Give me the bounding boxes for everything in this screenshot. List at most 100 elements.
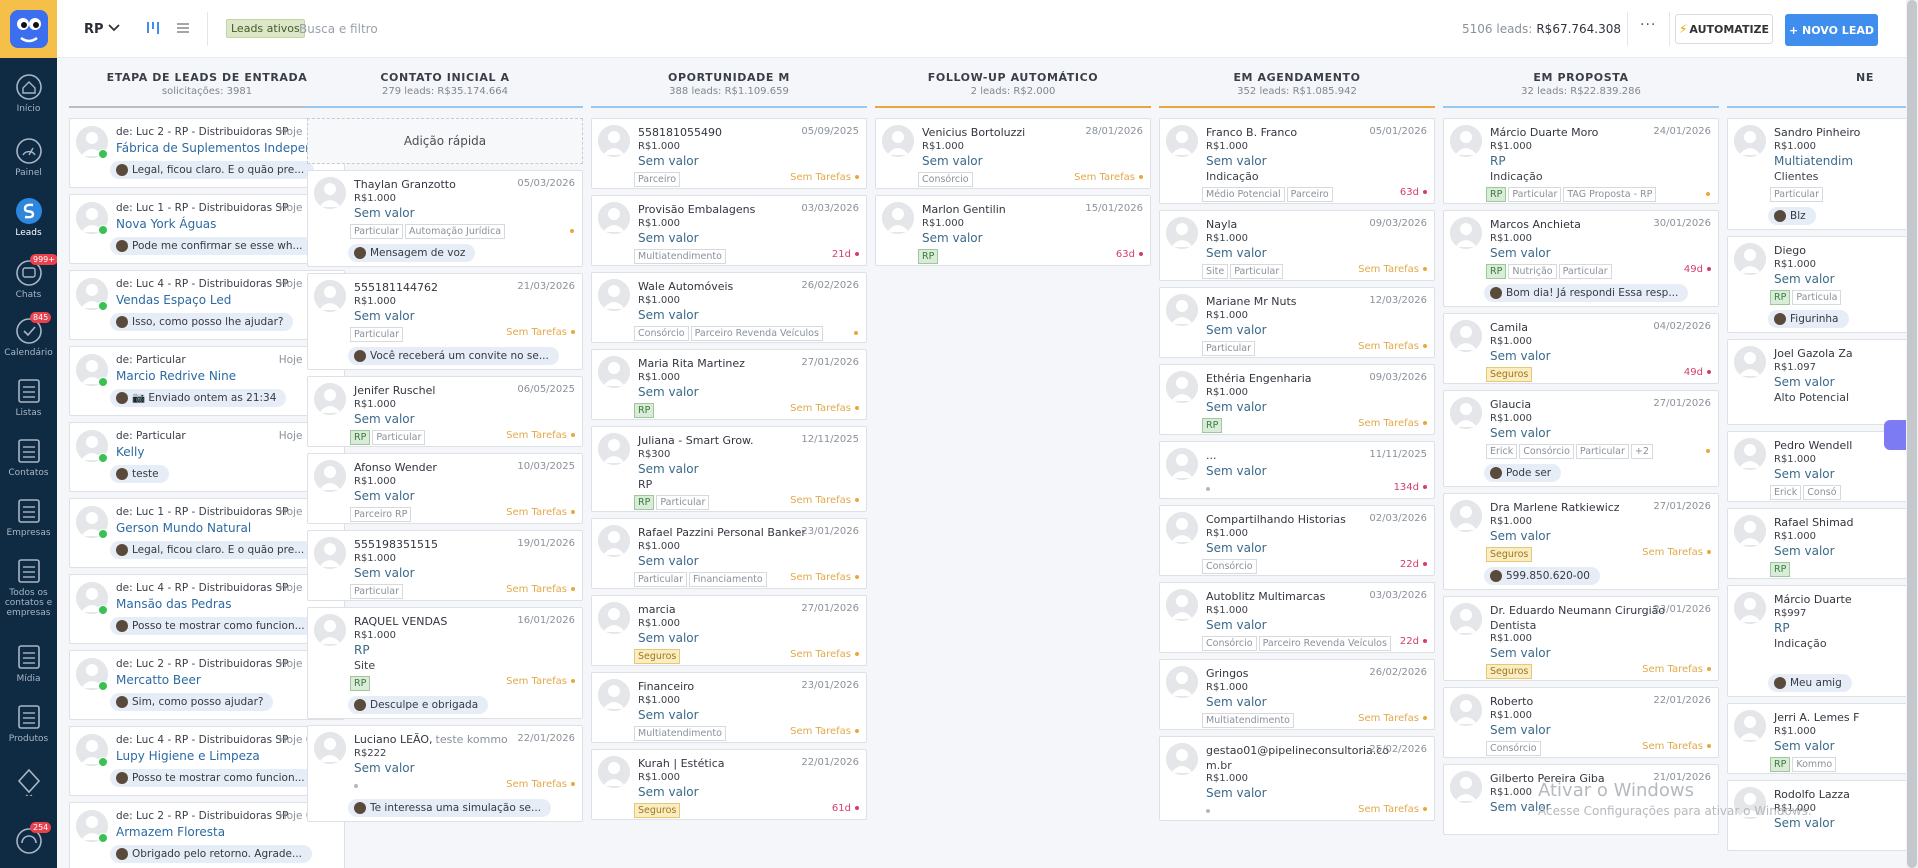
lead-card[interactable]: Luciano LEÃO, teste kommo 22/01/2026 R$222 S… xyxy=(307,725,583,822)
lead-card[interactable]: Márcio Duarte Moro 24/01/2026 R$1.000 RP Ind… xyxy=(1443,118,1719,204)
lead-card[interactable]: Dr. Eduardo Neumann Cirurgião Dentista 23/… xyxy=(1443,596,1719,681)
lead-card[interactable]: Jenifer Ruschel 06/05/2025 R$1.000 Sem valo… xyxy=(307,376,583,447)
lead-tag[interactable]: Site xyxy=(1202,264,1229,279)
request-title[interactable]: Vendas Espaço Led xyxy=(116,293,232,307)
tasks-status[interactable]: Sem Tarefas xyxy=(506,327,575,338)
tasks-status[interactable]: Sem Tarefas xyxy=(790,172,859,183)
lead-name[interactable]: Sandro Pinheiro xyxy=(1774,126,1860,139)
lead-card[interactable]: 555198351515 19/01/2026 R$1.000 Sem valor Pa… xyxy=(307,530,583,601)
lead-card[interactable]: Kurah | Estética 22/01/2026 R$1.000 Sem val… xyxy=(591,749,867,820)
lead-card[interactable]: Dra Marlene Ratkiewicz 27/01/2026 R$1.000 S… xyxy=(1443,493,1719,590)
lead-name[interactable]: Camila xyxy=(1490,321,1528,334)
request-title[interactable]: Lupy Higiene e Limpeza xyxy=(116,749,260,763)
lead-card[interactable]: Joel Gazola Za R$1.097 Sem valor Alto Poten… xyxy=(1727,339,1918,425)
lead-name[interactable]: Dr. Eduardo Neumann Cirurgião xyxy=(1490,604,1665,617)
tasks-status[interactable]: Sem Tarefas xyxy=(790,649,859,660)
sidebar-item-todos[interactable]: Todos os contatos e empresas xyxy=(0,556,57,618)
lead-name[interactable]: 555198351515 xyxy=(354,538,438,551)
lead-tag[interactable]: RP xyxy=(634,403,655,418)
sidebar-item-support[interactable]: 254 xyxy=(0,822,57,856)
lead-card[interactable]: Camila 04/02/2026 R$1.000 Sem valor Seguros 4… xyxy=(1443,313,1719,384)
lead-tag[interactable]: Multiatendimento xyxy=(1202,713,1294,728)
list-view-icon[interactable] xyxy=(175,20,191,36)
lead-tag[interactable]: RP xyxy=(1770,757,1791,772)
lead-name[interactable]: Gringos xyxy=(1206,667,1249,680)
lead-tag[interactable]: Erick xyxy=(1486,444,1518,459)
lead-card[interactable]: marcia 27/01/2026 R$1.000 Sem valor Seguros S… xyxy=(591,595,867,666)
lead-card[interactable]: Autoblitz Multimarcas 03/03/2026 R$1.000 Se… xyxy=(1159,582,1435,653)
lead-tag[interactable]: +2 xyxy=(1630,444,1653,459)
tasks-status[interactable]: Sem Tarefas xyxy=(1074,172,1143,183)
tasks-status[interactable]: Sem Tarefas xyxy=(1358,341,1427,352)
lead-tag[interactable]: Particular xyxy=(1575,444,1629,459)
lead-card[interactable]: Provisão Embalagens 03/03/2026 R$1.000 Sem … xyxy=(591,195,867,266)
sidebar-item-empresas[interactable]: Empresas xyxy=(0,496,57,538)
lead-name[interactable]: Venicius Bortoluzzi xyxy=(922,126,1025,139)
lead-tag[interactable]: RP xyxy=(1202,418,1223,433)
sidebar-item-midia[interactable]: Mídia xyxy=(0,642,57,684)
search-input[interactable] xyxy=(299,18,599,40)
request-title[interactable]: Kelly xyxy=(116,445,145,459)
lead-tag[interactable]: Particular xyxy=(350,224,404,239)
lead-name[interactable]: Wale Automóveis xyxy=(638,280,733,293)
new-lead-button[interactable]: + NOVO LEAD xyxy=(1785,14,1878,46)
lead-card[interactable]: Roberto 22/01/2026 R$1.000 Sem valor Consórc… xyxy=(1443,687,1719,758)
request-title[interactable]: Armazem Floresta xyxy=(116,825,226,839)
sidebar-item-more-apps[interactable] xyxy=(0,766,57,796)
lead-card[interactable]: Pedro Wendell R$1.000 Sem valor Erick Consó xyxy=(1727,431,1918,502)
lead-tag[interactable]: RP xyxy=(350,676,371,691)
lead-card[interactable]: Financeiro 23/01/2026 R$1.000 Sem valor Mult… xyxy=(591,672,867,743)
lead-tag[interactable]: Nutrição xyxy=(1508,264,1557,279)
lead-tag[interactable]: Particular xyxy=(1230,264,1284,279)
lead-name[interactable]: marcia xyxy=(638,603,676,616)
lead-card[interactable]: Diego R$1.000 Sem valor RP Particula Figurinh… xyxy=(1727,236,1918,333)
lead-card[interactable]: Franco B. Franco 05/01/2026 R$1.000 Sem val… xyxy=(1159,118,1435,204)
lead-card[interactable]: RAQUEL VENDAS 16/01/2026 R$1.000 RP Site RP Se… xyxy=(307,607,583,719)
tasks-status[interactable]: Sem Tarefas xyxy=(1358,264,1427,275)
lead-tag[interactable]: Seguros xyxy=(634,649,681,664)
lead-card[interactable]: Compartilhando Historias 02/03/2026 R$1.00… xyxy=(1159,505,1435,576)
request-title[interactable]: Mercatto Beer xyxy=(116,673,201,687)
lead-card[interactable]: 555181144762 21/03/2026 R$1.000 Sem valor Pa… xyxy=(307,273,583,370)
lead-card[interactable]: Maria Rita Martinez 27/01/2026 R$1.000 Sem … xyxy=(591,349,867,420)
lead-tag[interactable]: Kommo xyxy=(1792,757,1837,772)
lead-tag[interactable]: Consórcio xyxy=(1519,444,1574,459)
lead-name[interactable]: Autoblitz Multimarcas xyxy=(1206,590,1325,603)
lead-name[interactable]: Financeiro xyxy=(638,680,694,693)
lead-tag[interactable]: Financiamento xyxy=(689,572,767,587)
tasks-status[interactable]: Sem Tarefas xyxy=(790,403,859,414)
tasks-status[interactable]: Sem Tarefas xyxy=(506,779,575,790)
lead-name[interactable]: Glaucia xyxy=(1490,398,1531,411)
lead-tag[interactable]: RP xyxy=(1770,290,1791,305)
lead-name[interactable]: Joel Gazola Za xyxy=(1774,347,1853,360)
lead-card[interactable]: Nayla 09/03/2026 R$1.000 Sem valor Site Parti… xyxy=(1159,210,1435,281)
tasks-status[interactable]: Sem Tarefas xyxy=(1642,741,1711,752)
lead-tag[interactable]: RP xyxy=(1486,187,1507,202)
sidebar-item-listas[interactable]: Listas xyxy=(0,376,57,418)
lead-tag[interactable]: Seguros xyxy=(1486,664,1533,679)
lead-card[interactable]: Mariane Mr Nuts 12/03/2026 R$1.000 Sem valo… xyxy=(1159,287,1435,358)
lead-tag[interactable]: Automação Jurídica xyxy=(405,224,506,239)
quick-add-button[interactable]: Adição rápida xyxy=(307,118,583,164)
sidebar-item-inicio[interactable]: Início xyxy=(0,72,57,114)
lead-name[interactable]: Márcio Duarte Moro xyxy=(1490,126,1598,139)
lead-card[interactable]: Venicius Bortoluzzi 28/01/2026 R$1.000 Sem … xyxy=(875,118,1151,189)
tasks-status[interactable]: Sem Tarefas xyxy=(1358,804,1427,815)
lead-tag[interactable]: RP xyxy=(918,249,939,264)
request-title[interactable]: Marcio Redrive Nine xyxy=(116,369,237,383)
lead-tag[interactable]: Particular xyxy=(656,495,710,510)
lead-name[interactable]: Jenifer Ruschel xyxy=(354,384,435,397)
lead-card[interactable]: Jerri A. Lemes F R$1.000 Sem valor RP Kommo xyxy=(1727,703,1918,774)
lead-tag[interactable]: Consórcio xyxy=(918,172,973,187)
tasks-status[interactable]: Sem Tarefas xyxy=(506,507,575,518)
lead-name[interactable]: Márcio Duarte xyxy=(1774,593,1852,606)
lead-name[interactable]: Afonso Wender xyxy=(354,461,437,474)
lead-name[interactable]: Juliana - Smart Grow. xyxy=(638,434,754,447)
sidebar-item-contatos[interactable]: Contatos xyxy=(0,436,57,478)
lead-card[interactable]: Gringos 26/02/2026 R$1.000 Sem valor Multiat… xyxy=(1159,659,1435,730)
